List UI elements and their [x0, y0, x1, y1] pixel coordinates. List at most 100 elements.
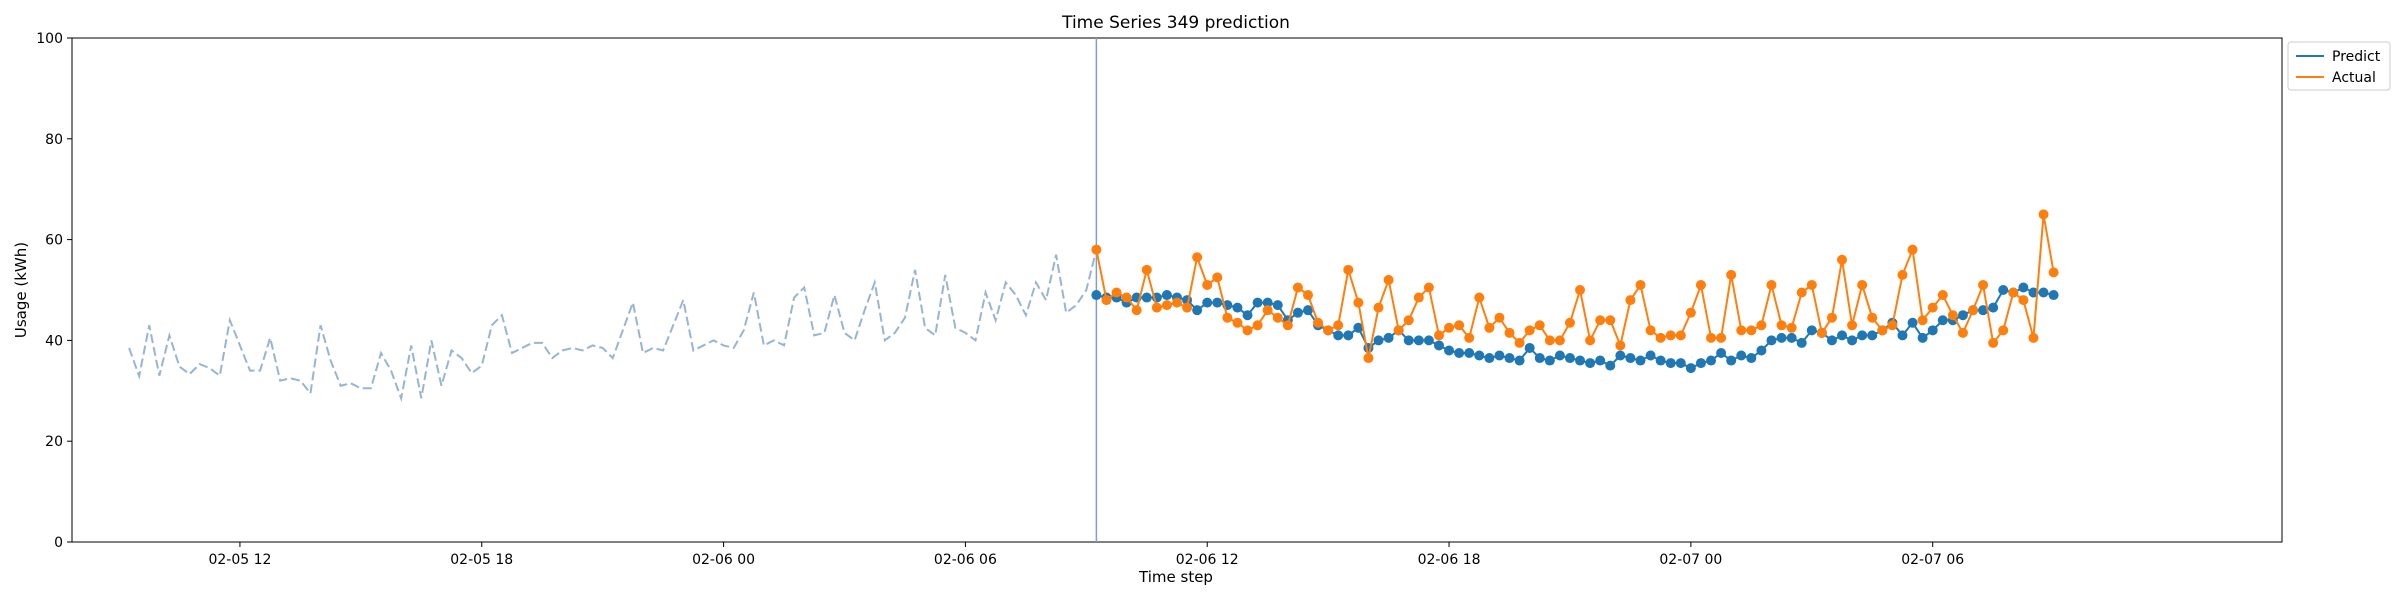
actual-point	[1514, 337, 1525, 348]
y-tick-label: 100	[36, 31, 63, 47]
actual-point	[1161, 300, 1172, 311]
actual-point	[1716, 332, 1727, 343]
predict-point	[1625, 353, 1636, 364]
predict-point	[1635, 355, 1646, 366]
actual-point	[1605, 315, 1616, 326]
x-tick-label: 02-05 12	[208, 552, 271, 568]
predict-point	[1403, 335, 1414, 346]
actual-point	[1947, 310, 1958, 321]
actual-point	[1262, 305, 1273, 316]
actual-point	[1554, 335, 1565, 346]
actual-point	[1091, 244, 1102, 255]
actual-point	[1615, 340, 1626, 351]
actual-point	[1101, 295, 1112, 306]
predict-point	[1484, 353, 1495, 364]
legend-label-predict: Predict	[2332, 49, 2381, 65]
predict-point	[1504, 353, 1515, 364]
actual-point	[2048, 267, 2059, 278]
actual-point	[1423, 282, 1434, 293]
actual-point	[1957, 327, 1968, 338]
actual-point	[1937, 290, 1948, 301]
actual-point	[1585, 335, 1596, 346]
actual-point	[1575, 285, 1586, 295]
actual-point	[1464, 332, 1475, 343]
actual-point	[1292, 282, 1303, 293]
predict-point	[1302, 305, 1313, 316]
actual-point	[1202, 279, 1213, 290]
legend: Predict Actual	[2287, 41, 2391, 91]
actual-point	[1172, 297, 1182, 308]
predict-point	[1927, 325, 1938, 336]
actual-point	[1484, 322, 1495, 333]
actual-point	[1625, 295, 1636, 306]
actual-point	[1212, 272, 1223, 283]
predict-point	[1343, 330, 1354, 341]
predict-point	[1665, 358, 1676, 369]
predict-point	[1786, 332, 1797, 343]
actual-point	[1474, 292, 1485, 303]
actual-point	[1494, 312, 1505, 323]
predict-point	[1716, 348, 1727, 358]
actual-point	[1796, 287, 1807, 298]
actual-point	[1323, 325, 1334, 336]
actual-point	[1756, 320, 1767, 331]
x-tick-label: 02-06 00	[692, 552, 755, 568]
predict-point	[1524, 342, 1535, 353]
predict-point	[1796, 337, 1807, 348]
predict-point	[1685, 363, 1696, 374]
y-tick-label: 60	[45, 233, 63, 249]
predict-point	[1454, 348, 1465, 358]
predict-point	[1474, 350, 1485, 361]
predict-point	[1897, 330, 1908, 341]
actual-point	[1564, 317, 1575, 328]
actual-point	[1998, 325, 2009, 336]
actual-point	[1665, 330, 1676, 341]
actual-point	[1675, 330, 1686, 341]
predict-point	[1433, 340, 1444, 351]
actual-point	[1121, 292, 1132, 303]
actual-point	[1927, 302, 1938, 313]
predict-point	[1867, 330, 1878, 341]
predict-point	[1192, 305, 1203, 316]
predict-point	[2048, 290, 2059, 301]
x-tick-label: 02-07 06	[1901, 552, 1964, 568]
actual-point	[1192, 252, 1203, 263]
predict-point	[1736, 350, 1747, 361]
actual-point	[1655, 332, 1666, 343]
predict-point	[1857, 330, 1868, 341]
actual-point	[1978, 279, 1989, 290]
actual-point	[1726, 269, 1737, 280]
predict-point	[1837, 330, 1848, 341]
actual-point	[2008, 287, 2019, 298]
actual-point	[1736, 325, 1747, 336]
actual-point	[1232, 317, 1243, 328]
predict-point	[1695, 358, 1706, 369]
actual-line	[1095, 214, 2055, 359]
predict-point	[1766, 335, 1777, 346]
predict-point	[1534, 353, 1545, 364]
predict-point	[1585, 358, 1596, 369]
y-axis-label: Usage (kWh)	[12, 242, 30, 338]
actual-point	[1917, 315, 1928, 326]
predict-point	[1554, 350, 1565, 361]
actual-point	[1766, 279, 1777, 290]
predict-point	[1655, 355, 1666, 366]
predict-line	[1096, 286, 2054, 370]
actual-point	[1867, 312, 1878, 323]
actual-point	[1353, 297, 1364, 308]
actual-point	[1454, 320, 1465, 331]
actual-point	[1272, 312, 1283, 323]
actual-point	[1222, 312, 1233, 323]
actual-point	[1131, 305, 1142, 316]
predict-series	[1091, 282, 2059, 374]
chart-title: Time Series 349 prediction	[1061, 13, 1290, 33]
actual-point	[1141, 264, 1152, 275]
x-tick-label: 02-06 12	[1176, 552, 1239, 568]
actual-point	[1857, 279, 1868, 290]
actual-point	[1302, 290, 1313, 301]
predict-point	[1756, 345, 1767, 356]
predict-point	[1464, 348, 1475, 358]
actual-point	[1433, 330, 1444, 341]
predict-point	[1706, 355, 1717, 366]
predict-point	[1423, 335, 1434, 346]
